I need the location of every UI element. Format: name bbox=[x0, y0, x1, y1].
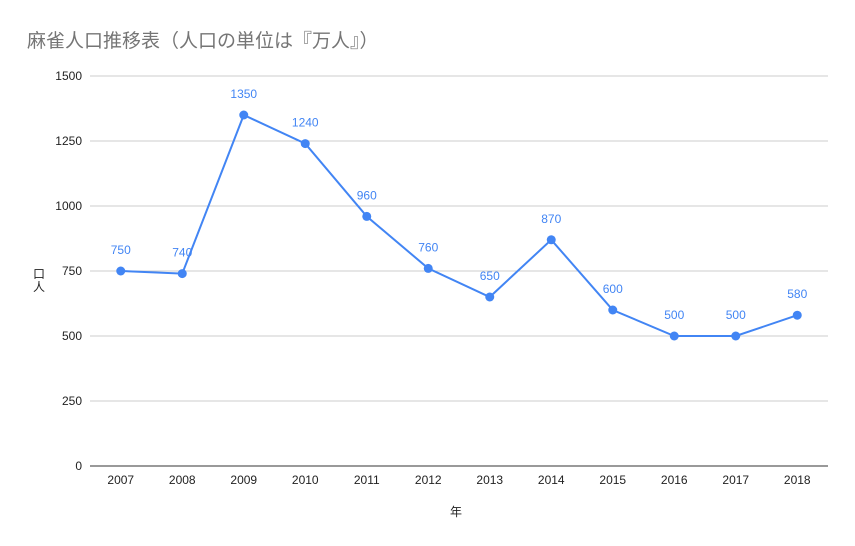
y-axis-label-char: 口 bbox=[33, 267, 46, 281]
data-label: 960 bbox=[357, 188, 377, 202]
x-tick-label: 2008 bbox=[169, 473, 196, 487]
y-axis-label: 人口 bbox=[33, 268, 45, 294]
data-label: 740 bbox=[172, 246, 192, 260]
y-tick-label: 1250 bbox=[55, 134, 82, 148]
data-point bbox=[300, 139, 310, 149]
x-tick-label: 2010 bbox=[292, 473, 319, 487]
x-axis-label: 年 bbox=[450, 505, 463, 519]
data-point bbox=[608, 305, 618, 315]
data-point bbox=[792, 310, 802, 320]
y-tick-label: 250 bbox=[62, 394, 82, 408]
x-tick-label: 2013 bbox=[476, 473, 503, 487]
data-label: 1240 bbox=[292, 116, 319, 130]
data-point bbox=[177, 269, 187, 279]
data-label: 600 bbox=[603, 282, 623, 296]
y-axis-label-char: 人 bbox=[33, 280, 46, 294]
y-tick-label: 750 bbox=[62, 264, 82, 278]
series-line bbox=[120, 113, 798, 337]
y-tick-label: 0 bbox=[75, 459, 82, 473]
x-tick-label: 2017 bbox=[722, 473, 749, 487]
x-tick-label: 2011 bbox=[354, 473, 380, 487]
x-tick-label: 2018 bbox=[784, 473, 811, 487]
x-tick-label: 2012 bbox=[415, 473, 442, 487]
data-label: 870 bbox=[541, 212, 561, 226]
data-label: 500 bbox=[664, 308, 684, 322]
x-tick-label: 2016 bbox=[661, 473, 688, 487]
x-tick-label: 2014 bbox=[538, 473, 565, 487]
data-point bbox=[116, 266, 126, 276]
data-point bbox=[485, 292, 495, 302]
data-label: 1350 bbox=[230, 87, 257, 101]
chart-title: 麻雀人口推移表（人口の単位は『万人』） bbox=[27, 31, 379, 52]
y-tick-label: 1500 bbox=[55, 69, 82, 83]
data-label: 580 bbox=[787, 287, 807, 301]
data-label: 760 bbox=[418, 240, 438, 254]
data-label: 650 bbox=[480, 269, 500, 283]
y-tick-label: 1000 bbox=[55, 199, 82, 213]
data-point bbox=[546, 235, 556, 245]
x-tick-label: 2015 bbox=[599, 473, 626, 487]
data-label: 750 bbox=[111, 243, 131, 257]
data-point bbox=[731, 331, 741, 341]
data-label: 500 bbox=[726, 308, 746, 322]
data-point bbox=[423, 263, 433, 273]
y-tick-label: 500 bbox=[62, 329, 82, 343]
data-point bbox=[669, 331, 679, 341]
data-point bbox=[239, 110, 249, 120]
x-tick-label: 2007 bbox=[107, 473, 134, 487]
x-tick-label: 2009 bbox=[230, 473, 257, 487]
data-point bbox=[362, 211, 372, 221]
